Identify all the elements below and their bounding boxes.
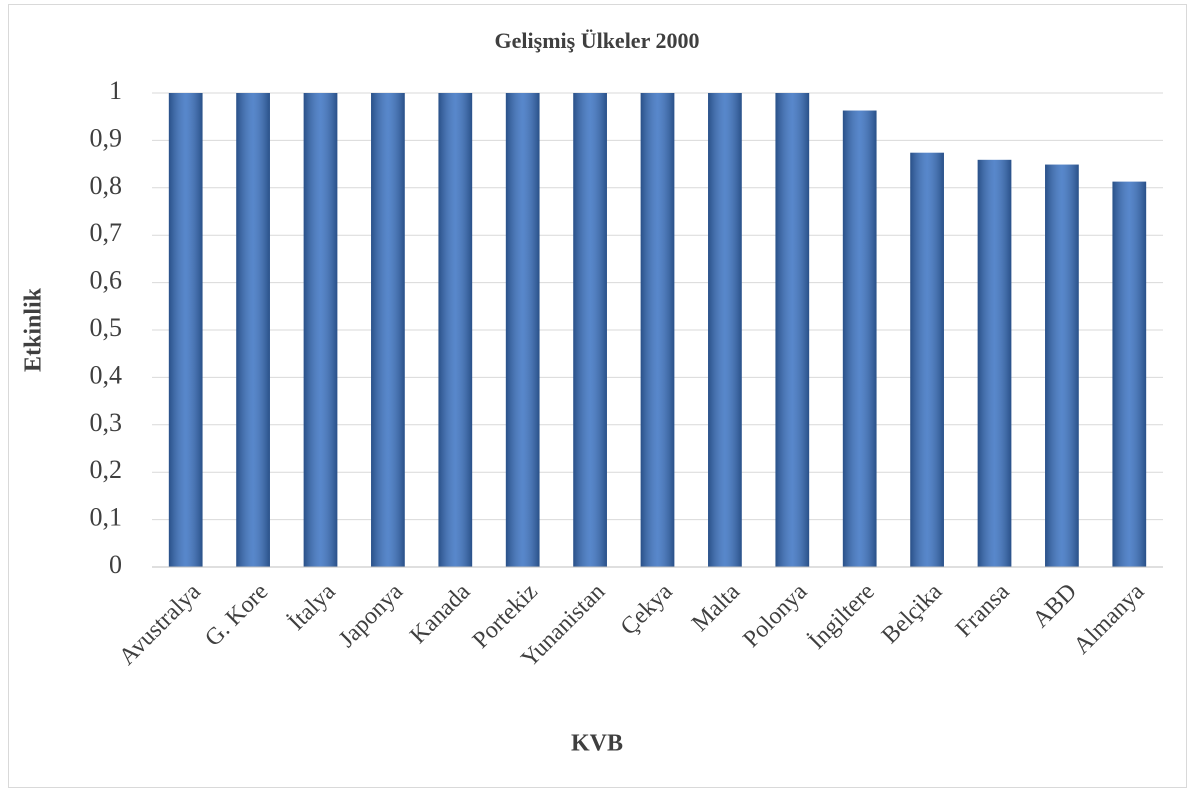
chart-title: Gelişmiş Ülkeler 2000 xyxy=(495,28,700,53)
bar-shade xyxy=(842,110,877,568)
y-tick-label: 0,2 xyxy=(90,455,123,484)
x-axis-label: KVB xyxy=(571,731,623,757)
bar-shade xyxy=(168,93,203,567)
y-axis-label: Etkinlik xyxy=(21,287,47,372)
y-tick-label: 0,4 xyxy=(90,360,123,389)
bar-shade xyxy=(775,93,810,567)
bar-shade xyxy=(573,93,607,567)
y-tick-label: 0,5 xyxy=(90,313,123,342)
bar-shade xyxy=(505,93,540,567)
bar-shade xyxy=(303,93,338,567)
y-tick-label: 0,6 xyxy=(90,266,123,295)
bar-shade xyxy=(1045,164,1079,567)
bar-shade xyxy=(1112,181,1147,567)
y-tick-label: 0,8 xyxy=(90,171,123,200)
bar-shade xyxy=(236,93,270,567)
bar-shade xyxy=(910,152,944,567)
y-tick-label: 0,3 xyxy=(90,408,123,437)
bar-shade xyxy=(977,159,1012,568)
y-tick-label: 1 xyxy=(109,76,122,105)
bar-shade xyxy=(640,93,675,567)
bar-shade xyxy=(371,93,405,567)
bar-shade xyxy=(438,93,473,567)
bar-shade xyxy=(708,93,742,567)
y-tick-label: 0,9 xyxy=(90,123,123,152)
y-tick-label: 0 xyxy=(109,550,122,579)
y-tick-label: 0,1 xyxy=(90,503,123,532)
y-tick-label: 0,7 xyxy=(90,218,123,247)
